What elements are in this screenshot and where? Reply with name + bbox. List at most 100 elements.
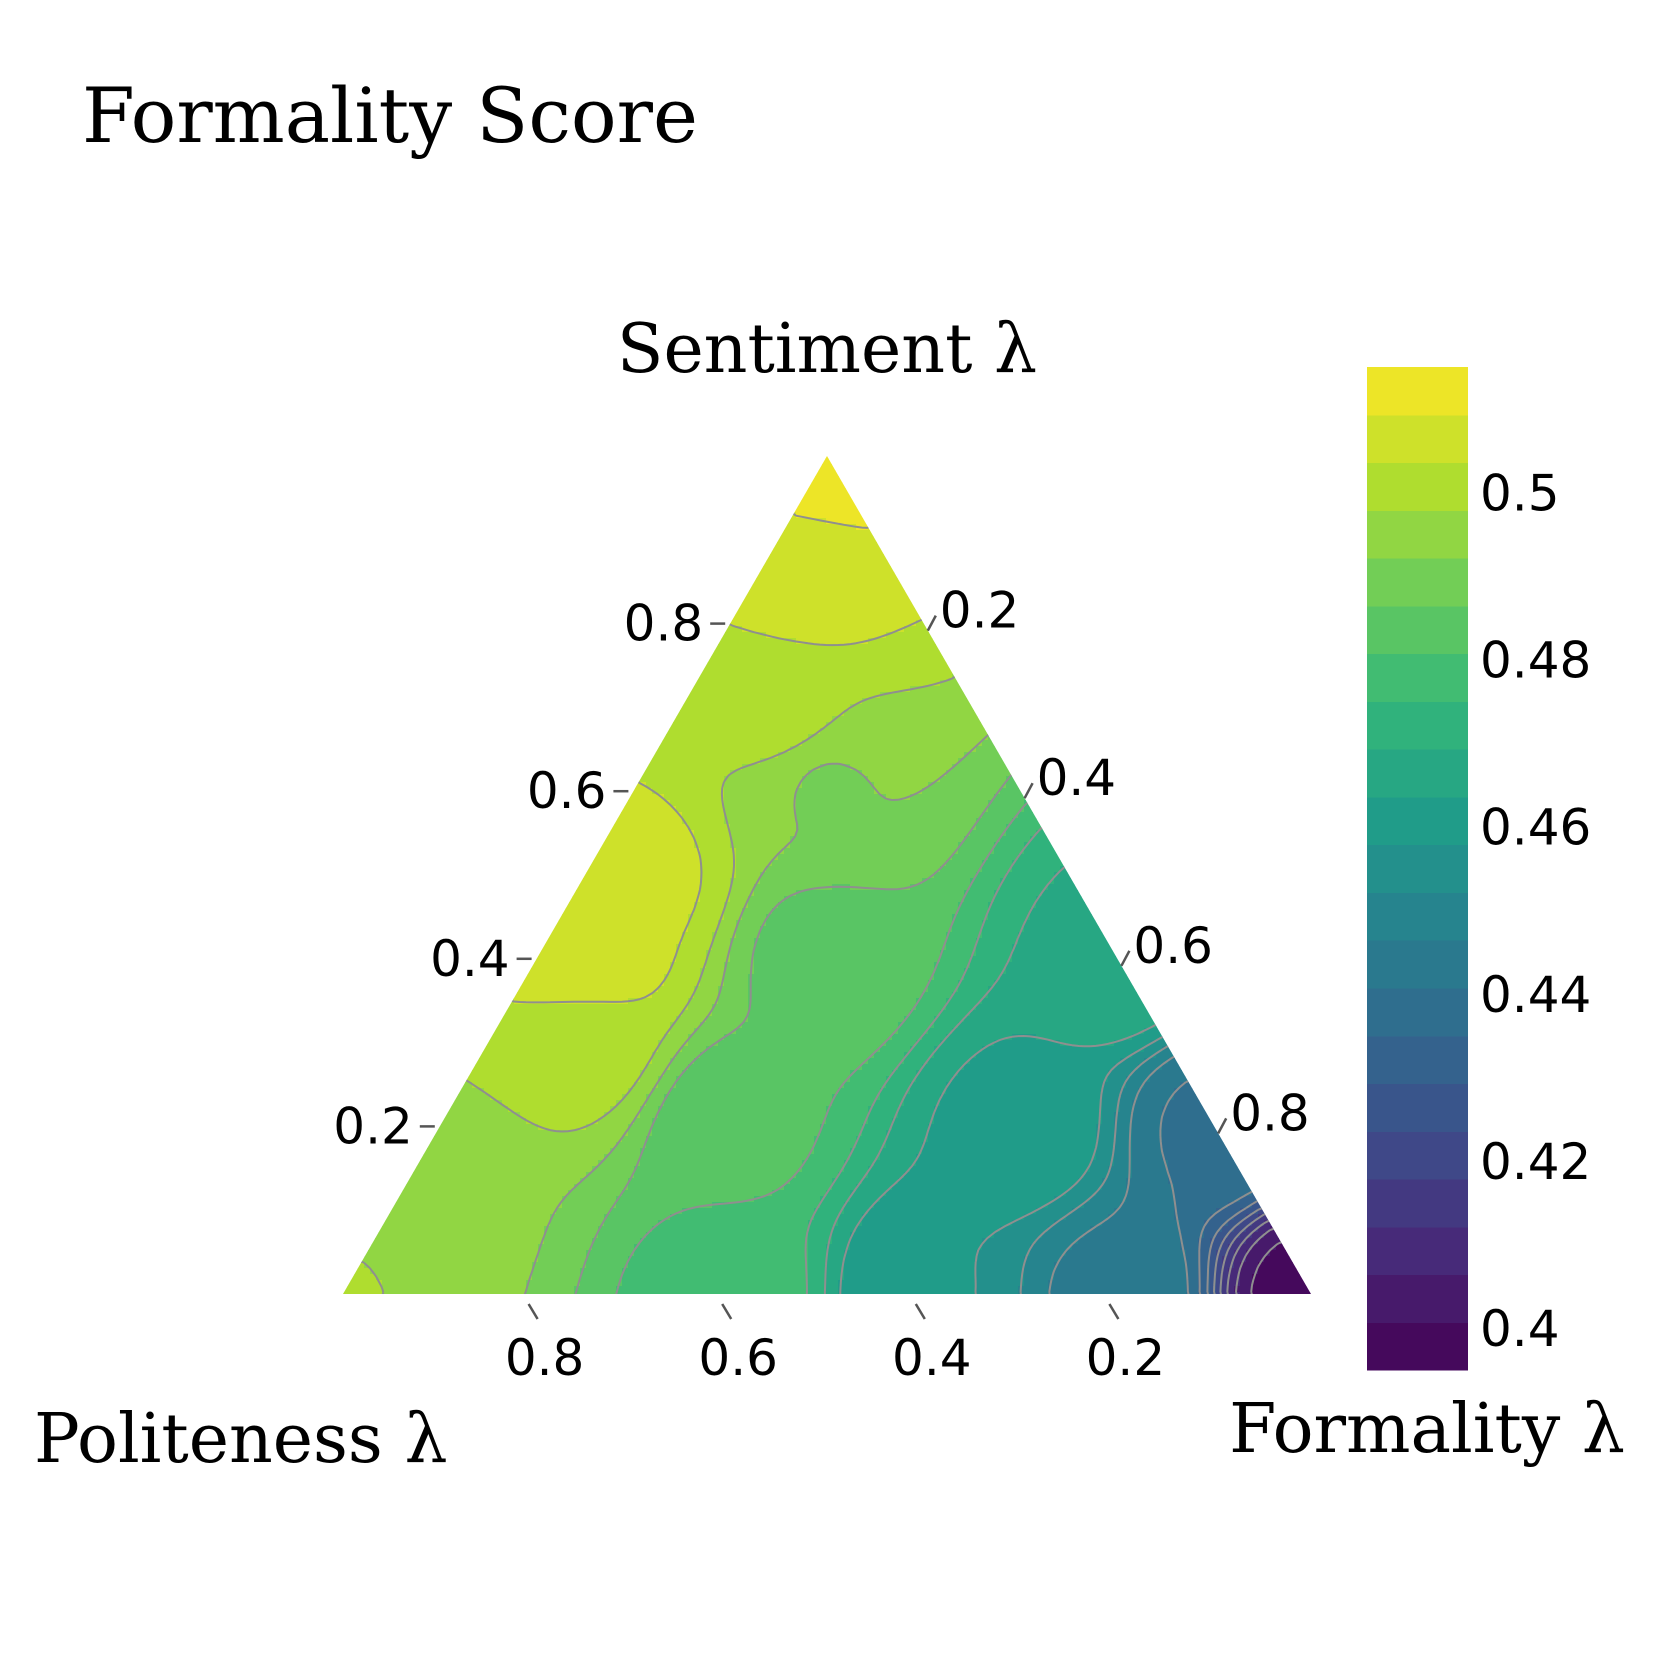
contour-cell: [1048, 470, 1157, 477]
contour-cell: [958, 980, 995, 987]
contour-cell: [1300, 974, 1311, 981]
contour-cell: [1054, 878, 1311, 885]
contour-cell: [343, 686, 515, 693]
contour-cell: [688, 1004, 713, 1011]
contour-cell: [343, 1256, 539, 1263]
contour-cell: [343, 896, 701, 903]
contour-cell: [1060, 566, 1181, 573]
contour-cell: [1258, 1214, 1311, 1221]
contour-cell: [1018, 608, 1133, 615]
contour-cell: [1126, 1184, 1175, 1191]
contour-cell: [640, 1070, 665, 1077]
contour-cell: [760, 926, 953, 933]
contour-cell: [343, 644, 461, 651]
contour-cell: [460, 980, 665, 987]
contour-cell: [652, 788, 725, 795]
colorbar-band: [1367, 414, 1468, 464]
contour-cell: [934, 1112, 1103, 1119]
contour-cell: [1288, 1184, 1311, 1191]
colorbar-tick-label: 0.4: [1480, 1300, 1560, 1358]
contour-cell: [343, 1064, 413, 1071]
contour-cell: [844, 1274, 977, 1281]
contour-cell: [628, 1184, 785, 1191]
contour-cell: [790, 842, 959, 849]
contour-cell: [700, 980, 725, 987]
contour-cell: [646, 1142, 815, 1149]
contour-cell: [652, 1118, 827, 1125]
contour-cell: [526, 1118, 599, 1125]
contour-cell: [904, 1016, 935, 1023]
contour-cell: [622, 1274, 809, 1281]
contour-cell: [682, 1046, 707, 1053]
axis-label-top: Sentiment λ: [617, 310, 1037, 389]
contour-cell: [1180, 1226, 1205, 1233]
contour-cell: [958, 902, 989, 909]
contour-cell: [1270, 572, 1311, 579]
contour-cell: [1210, 1238, 1223, 1245]
contour-cell: [442, 632, 767, 639]
contour-cell: [1102, 1106, 1121, 1113]
colorbar-band: [1367, 892, 1468, 941]
contour-cell: [343, 626, 437, 633]
contour-cell: [343, 1154, 605, 1161]
contour-cell: [682, 1208, 815, 1215]
contour-cell: [916, 1040, 941, 1047]
contour-cell: [550, 710, 845, 717]
contour-cell: [976, 950, 1013, 957]
contour-cell: [730, 950, 755, 957]
contour-cell: [724, 974, 749, 981]
contour-cell: [1288, 1202, 1311, 1209]
contour-cell: [640, 1076, 659, 1083]
contour-cell: [1018, 1292, 1049, 1294]
contour-cell: [1060, 866, 1311, 873]
contour-cell: [748, 902, 779, 909]
contour-cell: [1228, 1250, 1235, 1257]
contour-cell: [1120, 734, 1181, 741]
contour-cell: [604, 1112, 641, 1119]
contour-cell: [1168, 698, 1235, 705]
contour-cell: [928, 1058, 971, 1065]
contour-cell: [976, 656, 1079, 663]
contour-cell: [880, 692, 1037, 699]
contour-cell: [1288, 1052, 1311, 1059]
contour-cell: [1018, 812, 1061, 819]
contour-cell: [952, 764, 1025, 771]
contour-cell: [712, 602, 935, 609]
contour-cell: [1132, 1118, 1163, 1125]
contour-cell: [1018, 704, 1097, 711]
contour-cell: [526, 1286, 575, 1293]
contour-cell: [1210, 1244, 1223, 1251]
contour-cell: [1180, 1040, 1223, 1047]
contour-cell: [1252, 638, 1311, 645]
contour-cell: [1276, 998, 1311, 1005]
contour-cell: [724, 1034, 893, 1041]
contour-cell: [958, 1070, 1109, 1077]
contour-cell: [814, 1214, 839, 1221]
formality-tick-label: 0.4: [1037, 749, 1117, 807]
contour-cell: [736, 932, 761, 939]
contour-cell: [664, 1070, 683, 1077]
contour-cell: [478, 656, 977, 663]
contour-cell: [826, 722, 1001, 729]
contour-cell: [1294, 992, 1311, 999]
contour-cell: [343, 1196, 563, 1203]
contour-cell: [526, 1280, 581, 1287]
contour-cell: [1234, 518, 1311, 525]
contour-cell: [1186, 1262, 1199, 1269]
contour-cell: [904, 1094, 941, 1101]
contour-cell: [1048, 1286, 1187, 1293]
contour-cell: [343, 680, 509, 687]
contour-cell: [964, 890, 995, 897]
contour-cell: [694, 830, 731, 837]
contour-cell: [928, 782, 1007, 789]
contour-cell: [616, 488, 779, 495]
contour-cell: [343, 716, 557, 723]
contour-cell: [916, 998, 947, 1005]
contour-cell: [898, 1022, 935, 1029]
contour-cell: [766, 632, 887, 639]
contour-cell: [1276, 740, 1311, 747]
contour-cell: [1006, 824, 1043, 831]
contour-cell: [718, 986, 749, 993]
contour-cell: [1246, 644, 1311, 651]
